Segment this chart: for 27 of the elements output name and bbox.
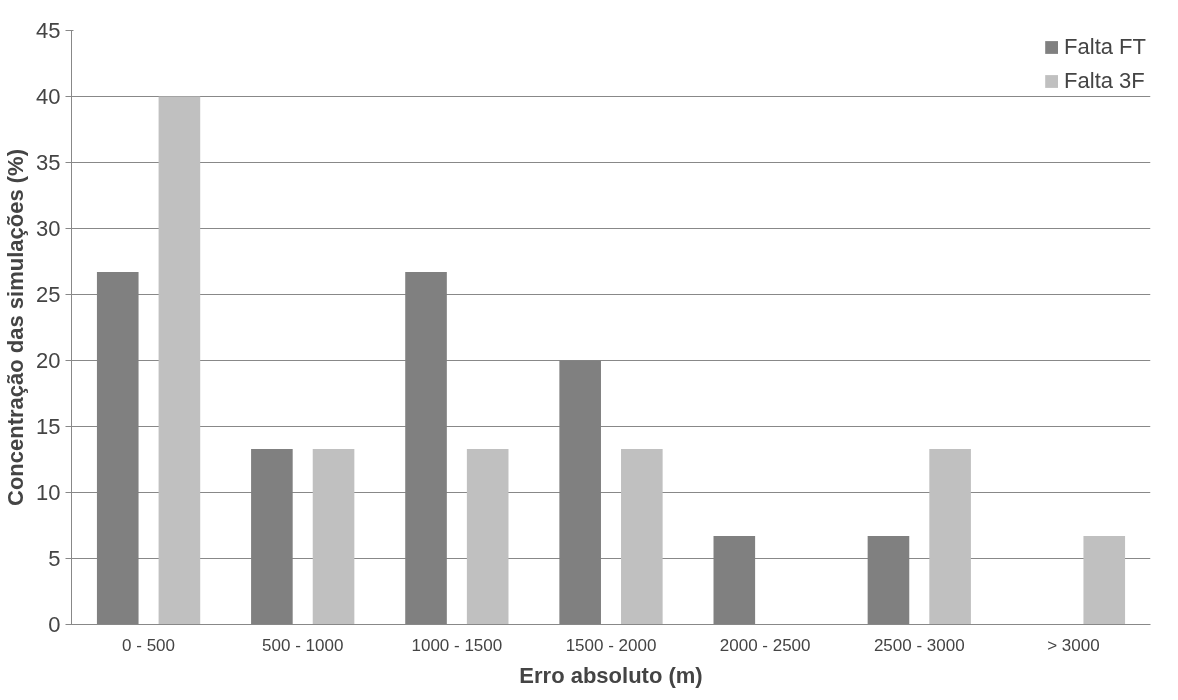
- x-tick-label: 0 - 500: [122, 635, 176, 655]
- x-tick-label: 1000 - 1500: [411, 635, 503, 655]
- bar: [1083, 536, 1126, 625]
- x-axis-title: Erro absoluto (m): [519, 662, 703, 688]
- y-tick-label: 20: [36, 348, 61, 373]
- y-tick-label: 15: [36, 414, 61, 439]
- bar: [466, 448, 509, 625]
- y-tick-label: 0: [48, 612, 61, 637]
- x-tick-label: 2500 - 3000: [873, 635, 965, 655]
- y-tick-label: 25: [36, 282, 61, 307]
- bar: [621, 448, 663, 625]
- y-tick-label: 5: [48, 546, 61, 571]
- x-tick-label: > 3000: [1047, 635, 1100, 655]
- legend-label: Falta FT: [1064, 34, 1146, 60]
- y-tick-label: 30: [36, 216, 61, 241]
- bar: [312, 448, 355, 625]
- legend-label: Falta 3F: [1064, 68, 1145, 94]
- y-tick-label: 45: [36, 18, 61, 43]
- y-tick-label: 10: [36, 480, 61, 505]
- y-tick-label: 35: [36, 150, 61, 175]
- x-tick-label: 2000 - 2500: [719, 635, 811, 655]
- y-tick-label: 40: [36, 84, 61, 109]
- x-tick-label: 500 - 1000: [262, 635, 344, 655]
- x-tick-label: 1500 - 2000: [565, 635, 657, 655]
- y-axis-title: Concentração das simulações (%): [3, 148, 29, 506]
- bar: [158, 96, 201, 625]
- bar: [929, 448, 971, 625]
